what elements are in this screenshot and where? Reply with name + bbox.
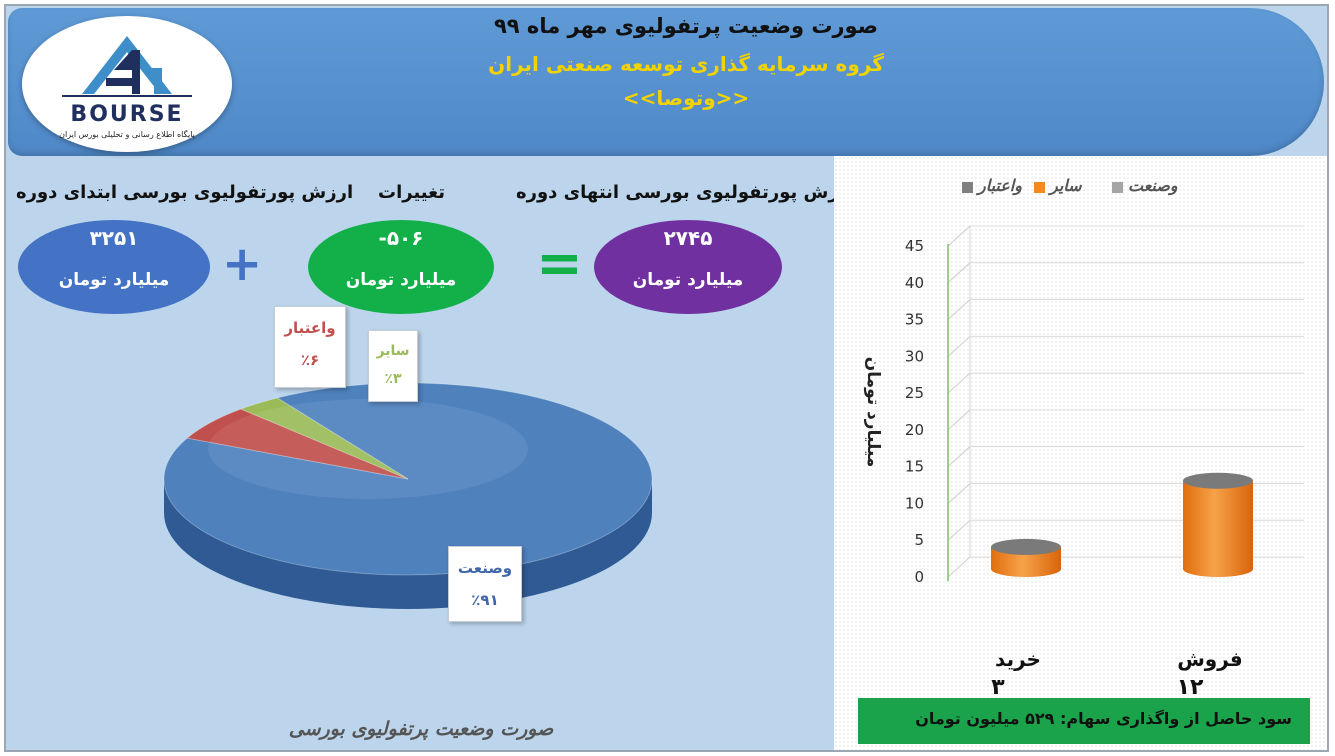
gridline-diag (947, 372, 971, 394)
pie-slice-sayer (239, 397, 409, 480)
pie-label-etebar: واعتبار (284, 319, 336, 337)
gridline-diag (947, 409, 971, 431)
bar-cylinder-body (991, 546, 1061, 577)
pie-chart-caption: صورت وضعیت پرتفولیوی بورسی (288, 718, 554, 740)
change-value: -۵۰۶ (378, 226, 424, 250)
end-value-unit: میلیارد تومان (632, 270, 744, 290)
equals-sign: = (536, 231, 583, 296)
page-subtitle: گروه سرمایه گذاری توسعه صنعتی ایران (488, 52, 884, 76)
pie-side-group (164, 479, 652, 609)
y-tick-label: 20 (905, 421, 924, 439)
page-subtitle-symbol: <<وتوصا>> (622, 86, 750, 110)
start-value: ۳۲۵۱ (89, 226, 139, 250)
header-banner: صورت وضعیت پرتفولیوی مهر ماه ۹۹ گروه سرم… (8, 8, 1324, 156)
y-tick-label: 25 (905, 384, 924, 402)
y-tick-label: 30 (905, 347, 924, 365)
start-value-bubble: ۳۲۵۱ میلیارد تومان (18, 220, 210, 314)
logo-wordmark: BOURSE (70, 102, 184, 127)
gridline-diag (947, 483, 971, 504)
callout-etebar: واعتبار ٪۶ (274, 306, 346, 388)
pie-top-group (163, 382, 653, 576)
change-value-bubble: -۵۰۶ میلیارد تومان (308, 220, 494, 314)
bar-cylinder-top (1183, 472, 1253, 489)
legend-label-etebar: واعتبار (978, 176, 1022, 195)
pie-slice-side (164, 479, 652, 609)
x-category-value: ۱۲ (1177, 675, 1204, 696)
trade-chart-panel: وصنعت سایر واعتبار 0 5 10 15 20 25 30 35 40 45 میل… (834, 156, 1327, 750)
gridline-diag (947, 262, 971, 284)
pie-slice-etebar (186, 408, 409, 480)
bar-cylinder (991, 538, 1061, 577)
callout-sanat: وصنعت ٪۹۱ (448, 546, 522, 622)
trade-bar-chart: 0 5 10 15 20 25 30 35 40 45 میلیارد تومان خرید ۳ فروش… (863, 225, 1304, 696)
pie-highlight (208, 399, 528, 499)
legend-label-sanat: وصنعت (1128, 176, 1178, 195)
start-value-unit: میلیارد تومان (58, 270, 170, 290)
profit-banner: سود حاصل از واگذاری سهام: ۵۲۹ میلیون توم… (858, 698, 1310, 744)
bar-cylinder (1183, 472, 1253, 577)
start-value-label: ارزش پورتفولیوی بورسی ابتدای دوره (16, 182, 354, 203)
legend-swatch-etebar (962, 182, 973, 193)
bar-cylinder-body (1183, 480, 1253, 577)
gridline-diag (947, 225, 971, 247)
logo-tagline: پایگاه اطلاع رسانی و تحلیلی بورس ایران (59, 130, 195, 139)
callout-sayer: سایر ٪۳ (368, 330, 418, 402)
gridline-diag (947, 335, 971, 357)
end-value-label: ارزش پورتفولیوی بورسی انتهای دوره (516, 182, 856, 203)
x-category-label: فروش (1177, 647, 1243, 671)
y-tick-label: 5 (914, 531, 924, 549)
x-category-label: خرید (995, 647, 1041, 671)
legend-swatch-sanat (1112, 182, 1123, 193)
y-tick-label: 0 (914, 568, 924, 586)
end-value: ۲۷۴۵ (663, 226, 713, 250)
gridline-diag (947, 519, 971, 541)
plus-sign: + (222, 236, 263, 292)
pie-value-sayer: ٪۳ (384, 371, 402, 387)
bourse-logo-mark-icon (62, 36, 192, 97)
y-tick-label: 10 (905, 494, 924, 512)
y-tick-label: 15 (905, 458, 924, 476)
pie-label-sayer: سایر (376, 343, 410, 359)
change-value-unit: میلیارد تومان (345, 270, 457, 290)
end-value-bubble: ۲۷۴۵ میلیارد تومان (594, 220, 782, 314)
y-tick-label: 35 (905, 311, 924, 329)
y-tick-label: 40 (905, 274, 924, 292)
pie-value-etebar: ٪۶ (300, 351, 320, 369)
bar-cylinder-top (991, 538, 1061, 555)
y-axis-title: میلیارد تومان (863, 357, 883, 468)
dashboard-frame: صورت وضعیت پرتفولیوی مهر ماه ۹۹ گروه سرم… (4, 4, 1329, 752)
gridline-diag (947, 556, 971, 578)
gridline-diag (947, 299, 971, 320)
y-tick-label: 45 (905, 237, 924, 255)
gridline-diag (947, 446, 971, 468)
x-category-value: ۳ (991, 675, 1005, 696)
legend-swatch-sayer (1034, 182, 1045, 193)
page-title: صورت وضعیت پرتفولیوی مهر ماه ۹۹ (493, 14, 879, 38)
pie-label-sanat: وصنعت (457, 559, 513, 577)
bourse-logo: BOURSE پایگاه اطلاع رسانی و تحلیلی بورس … (22, 16, 232, 152)
legend-label-sayer: سایر (1050, 176, 1082, 195)
pie-value-sanat: ٪۹۱ (471, 591, 499, 609)
portfolio-pie-chart (163, 382, 653, 609)
change-label: تغییرات (378, 182, 446, 203)
pie-slice-sanat (163, 382, 653, 576)
